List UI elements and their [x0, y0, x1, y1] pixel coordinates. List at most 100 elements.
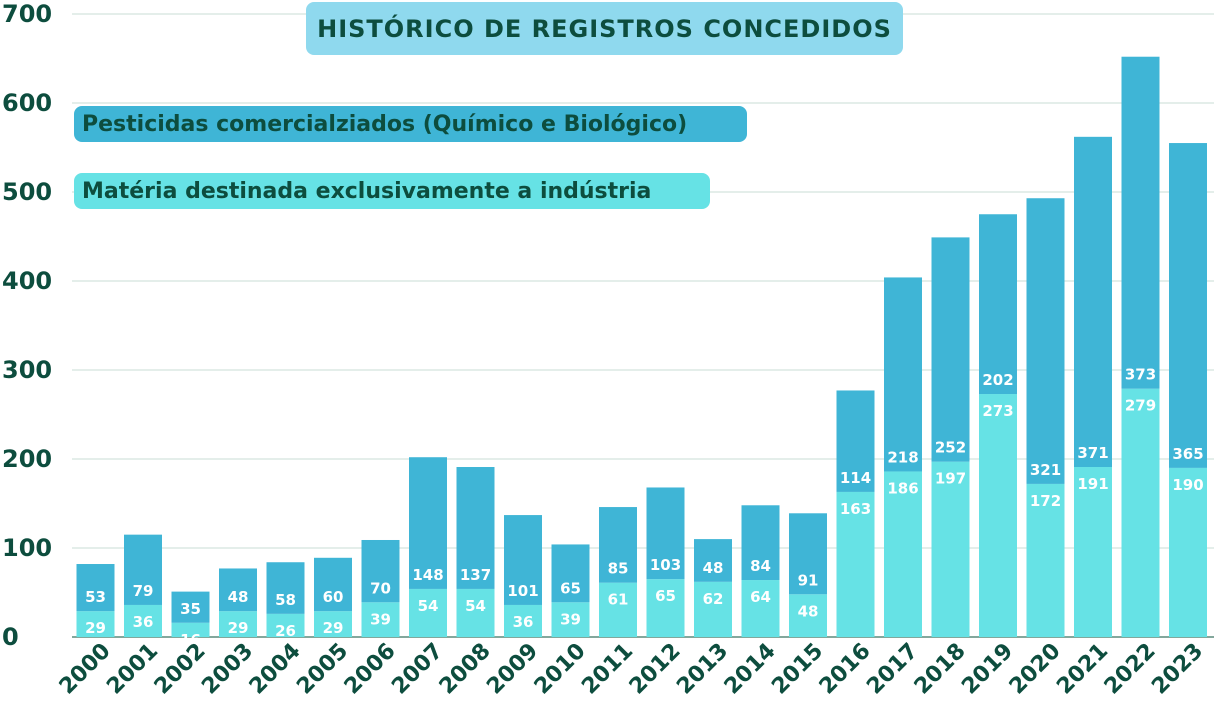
bar-segment-industria: [599, 582, 637, 637]
bar-segment-industria: [171, 622, 210, 637]
data-label-industria: 48: [798, 602, 819, 620]
bar-segment-industria: [266, 613, 305, 637]
y-tick-label: 0: [2, 623, 19, 651]
y-tick-label: 300: [2, 356, 52, 384]
bar-segment-pesticidas: [836, 390, 875, 492]
data-label-pesticidas: 103: [650, 556, 681, 574]
data-label-industria: 39: [370, 610, 391, 628]
x-tick-label: 2008: [435, 639, 496, 700]
data-label-industria: 64: [750, 588, 771, 606]
bar-segment-pesticidas: [884, 277, 922, 472]
data-label-industria: 65: [655, 587, 676, 605]
bar-segment-industria: [361, 602, 400, 637]
data-label-industria: 54: [465, 597, 486, 615]
bar-segment-industria: [741, 580, 780, 637]
bar-segment-pesticidas: [504, 515, 542, 605]
data-label-industria: 29: [228, 619, 249, 637]
bar-segment-industria: [409, 588, 447, 637]
chart-title: HISTÓRICO DE REGISTROS CONCEDIDOS: [306, 2, 903, 55]
x-tick-label: 2016: [815, 639, 876, 700]
bar-segment-industria: [789, 594, 827, 637]
legend-item-pesticidas: Pesticidas comercialziados (Químico e Bi…: [74, 106, 747, 142]
bar-segment-pesticidas: [171, 591, 210, 623]
bar-segment-industria: [314, 611, 352, 637]
data-label-pesticidas: 218: [887, 448, 918, 466]
bar-segment-pesticidas: [599, 507, 637, 583]
bar-segment-pesticidas: [124, 534, 162, 605]
x-tick-label: 2009: [482, 639, 543, 700]
bar-segment-pesticidas: [1074, 136, 1112, 468]
x-tick-label: 2013: [672, 639, 733, 700]
data-labels: 29 53 36 79 16 35 29 48 26 58 29 60 39 70 54 148 54 137 36…: [85, 366, 1204, 649]
bar-segment-industria: [1121, 388, 1160, 637]
data-label-pesticidas: 65: [560, 579, 581, 597]
x-tick-label: 2019: [957, 639, 1018, 700]
bar-segment-industria: [836, 491, 875, 637]
data-label-pesticidas: 84: [750, 557, 771, 575]
x-tick-label: 2005: [292, 639, 353, 700]
y-tick-label: 600: [2, 89, 52, 117]
y-tick-label: 700: [2, 0, 52, 28]
data-label-industria: 54: [418, 597, 439, 615]
data-label-pesticidas: 48: [703, 559, 724, 577]
data-label-pesticidas: 371: [1077, 444, 1108, 462]
y-tick-label: 100: [2, 534, 52, 562]
bar-segment-pesticidas: [314, 557, 352, 612]
x-tick-label: 2015: [767, 639, 828, 700]
x-tick-label: 2014: [720, 639, 781, 700]
bar-segment-pesticidas: [789, 513, 827, 595]
x-tick-label: 2003: [197, 639, 258, 700]
bar-segment-pesticidas: [266, 562, 305, 614]
x-tick-label: 2017: [862, 639, 923, 700]
legend-item-materia-industria: Matéria destinada exclusivamente a indús…: [74, 173, 710, 209]
bar-segment-pesticidas: [409, 457, 447, 589]
bar-segment-industria: [124, 604, 162, 637]
data-label-industria: 16: [180, 631, 201, 649]
data-label-pesticidas: 202: [982, 371, 1013, 389]
data-label-industria: 172: [1030, 492, 1061, 510]
bar-segment-pesticidas: [76, 564, 115, 612]
data-label-industria: 29: [85, 619, 106, 637]
bar-segment-pesticidas: [646, 487, 685, 580]
data-label-industria: 36: [513, 613, 534, 631]
bar-segment-pesticidas: [551, 544, 590, 603]
bar-segment-pesticidas: [1121, 56, 1160, 389]
bar-segment-industria: [646, 579, 685, 637]
data-label-pesticidas: 91: [798, 571, 819, 589]
x-tick-label: 2011: [577, 639, 638, 700]
data-label-industria: 197: [935, 470, 966, 488]
bar-segment-industria: [1074, 467, 1112, 637]
data-label-industria: 279: [1125, 397, 1156, 415]
data-label-industria: 61: [608, 591, 629, 609]
bar-segment-industria: [1026, 483, 1065, 637]
data-label-industria: 29: [323, 619, 344, 637]
data-label-pesticidas: 48: [228, 588, 249, 606]
data-label-pesticidas: 252: [935, 439, 966, 457]
data-label-industria: 36: [133, 613, 154, 631]
data-label-pesticidas: 321: [1030, 461, 1061, 479]
x-tick-label: 2022: [1100, 639, 1161, 700]
x-tick-label: 2004: [245, 639, 306, 700]
data-label-industria: 191: [1077, 475, 1108, 493]
x-axis-ticks: 2000200120022003200420052006200720082009…: [55, 639, 1208, 700]
bar-segment-industria: [456, 588, 495, 637]
data-label-pesticidas: 60: [323, 588, 344, 606]
bar-segment-industria: [1169, 467, 1207, 637]
data-label-industria: 26: [275, 622, 296, 640]
data-label-industria: 186: [887, 479, 918, 497]
data-label-pesticidas: 79: [133, 582, 154, 600]
x-tick-label: 2012: [625, 639, 686, 700]
data-label-industria: 62: [703, 590, 724, 608]
y-axis-ticks: 0 100 200 300 400 500 600 700: [2, 0, 52, 651]
data-label-pesticidas: 85: [608, 560, 629, 578]
data-label-industria: 163: [840, 500, 871, 518]
y-tick-label: 500: [2, 178, 52, 206]
bar-segment-pesticidas: [741, 505, 780, 581]
bar-segment-industria: [219, 611, 257, 637]
bar-segment-pesticidas: [979, 214, 1017, 395]
data-label-pesticidas: 35: [180, 600, 201, 618]
data-label-pesticidas: 70: [370, 579, 391, 597]
data-label-pesticidas: 53: [85, 588, 106, 606]
bar-segment-industria: [551, 602, 590, 637]
